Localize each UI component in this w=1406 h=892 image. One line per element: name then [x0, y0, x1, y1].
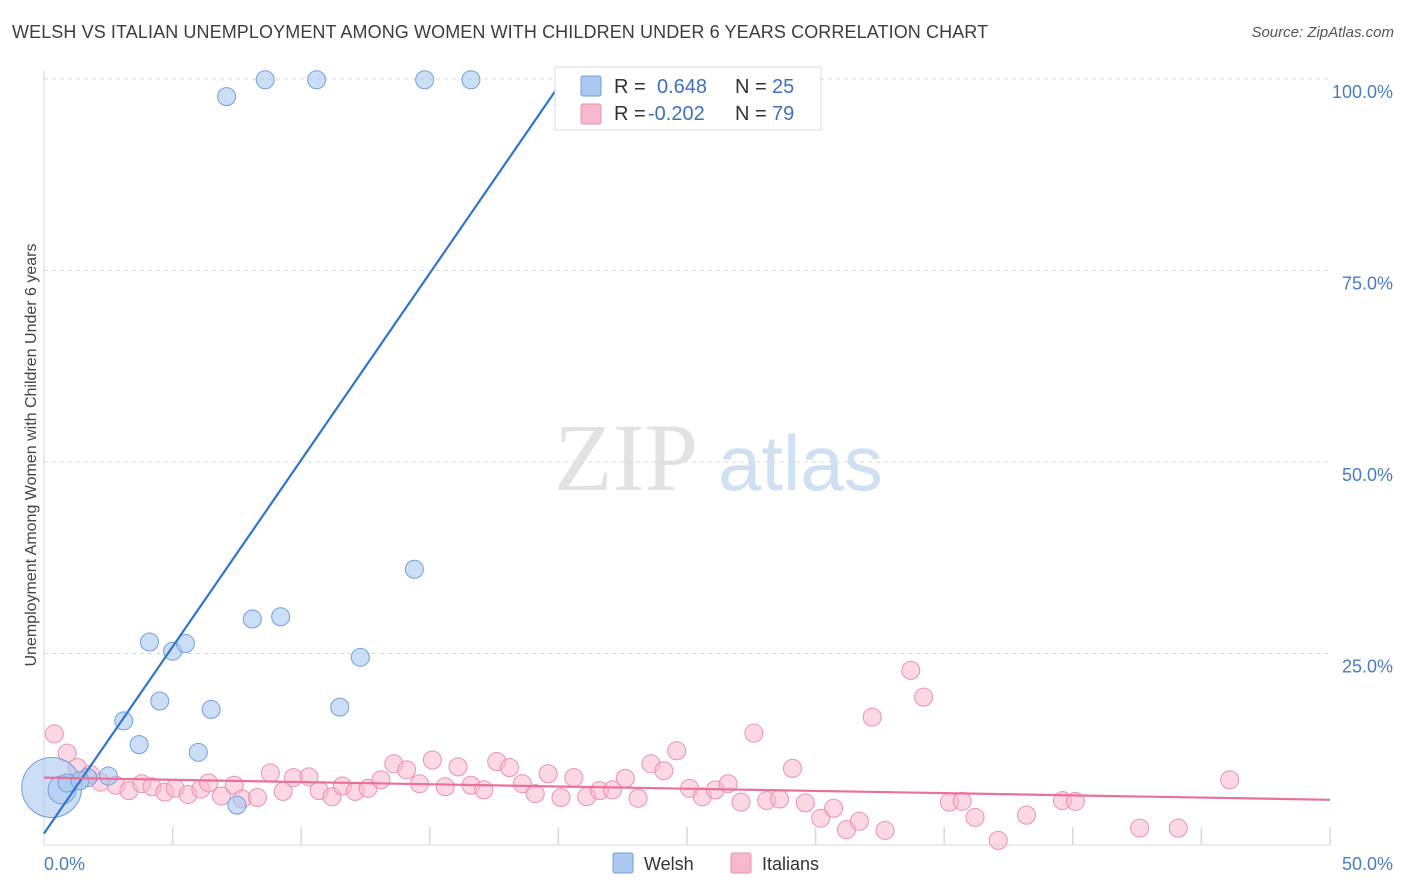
italians-point-17	[247, 788, 267, 808]
italians-point-45	[602, 780, 622, 800]
italians-point-14	[211, 786, 231, 806]
italians-point-0	[44, 724, 64, 744]
legend-welsh-swatch	[612, 852, 634, 874]
welsh-trend-line	[43, 78, 565, 835]
italians-point-75	[1065, 791, 1085, 811]
italians-r-value: -0.202	[648, 103, 705, 125]
welsh-swatch	[580, 75, 602, 97]
welsh-point-10	[188, 742, 208, 762]
italians-point-68	[914, 687, 934, 707]
italians-point-72	[988, 830, 1008, 850]
italians-point-35	[474, 780, 494, 800]
welsh-point-22	[461, 70, 481, 90]
italians-point-29	[397, 760, 417, 780]
italians-point-77	[1168, 818, 1188, 838]
italians-point-64	[849, 811, 869, 831]
welsh-n-label: N =	[735, 76, 767, 98]
welsh-series	[21, 70, 481, 819]
series-legend: Welsh Italians	[612, 852, 819, 874]
italians-point-37	[500, 758, 520, 778]
italians-point-54	[718, 774, 738, 794]
welsh-point-12	[217, 87, 237, 107]
italians-point-18	[260, 763, 280, 783]
italians-point-60	[795, 793, 815, 813]
italians-point-50	[667, 741, 687, 761]
welsh-point-15	[255, 70, 275, 90]
watermark: ZIP atlas	[554, 404, 883, 511]
welsh-point-3	[98, 766, 118, 786]
trend-layer	[43, 78, 1331, 835]
italians-point-42	[564, 768, 584, 788]
welsh-point-16	[271, 607, 291, 627]
italians-point-55	[731, 792, 751, 812]
italians-point-33	[448, 757, 468, 777]
welsh-r-label: R =	[614, 76, 646, 98]
legend-italians-swatch	[730, 852, 752, 874]
italians-point-66	[875, 820, 895, 840]
welsh-point-18	[330, 697, 350, 717]
welsh-point-17	[307, 70, 327, 90]
welsh-point-9	[175, 634, 195, 654]
italians-point-59	[782, 758, 802, 778]
welsh-point-21	[415, 70, 435, 90]
italians-n-value: 79	[772, 103, 794, 125]
italians-point-32	[435, 777, 455, 797]
italians-point-41	[551, 788, 571, 808]
axis-layer: 100.0% 75.0% 50.0% 25.0% 0.0% 50.0%	[43, 70, 1393, 874]
watermark-zip: ZIP	[554, 404, 698, 511]
italians-point-65	[862, 707, 882, 727]
italians-point-39	[525, 784, 545, 804]
welsh-point-5	[129, 735, 149, 755]
welsh-point-11	[201, 699, 221, 719]
chart-title: WELSH VS ITALIAN UNEMPLOYMENT AMONG WOME…	[12, 22, 989, 42]
italians-n-label: N =	[735, 103, 767, 125]
italians-point-62	[824, 798, 844, 818]
italians-point-47	[628, 788, 648, 808]
italians-point-70	[952, 791, 972, 811]
welsh-point-19	[350, 647, 370, 667]
italians-trend-line	[43, 776, 1331, 801]
x-tick-label-1: 50.0%	[1342, 854, 1393, 874]
italians-point-71	[965, 807, 985, 827]
x-tick-label-0: 0.0%	[44, 854, 85, 874]
y-axis-label: Unemployment Among Women with Children U…	[23, 243, 40, 666]
italians-swatch	[580, 103, 602, 125]
watermark-atlas: atlas	[718, 419, 883, 507]
y-tick-label-0: 100.0%	[1332, 82, 1393, 102]
welsh-n-value: 25	[772, 76, 794, 98]
y-tick-label-1: 75.0%	[1342, 274, 1393, 294]
italians-point-78	[1220, 770, 1240, 790]
italians-point-49	[654, 761, 674, 781]
welsh-point-6	[139, 632, 159, 652]
italians-point-27	[371, 770, 391, 790]
welsh-point-20	[404, 559, 424, 579]
italians-point-58	[770, 789, 790, 809]
grid-layer	[44, 78, 1330, 654]
welsh-r-value: 0.648	[657, 76, 707, 98]
legend-welsh-label: Welsh	[644, 854, 694, 874]
italians-point-76	[1130, 818, 1150, 838]
italians-point-13	[199, 773, 219, 793]
italians-r-label: R =	[614, 103, 646, 125]
italians-point-31	[422, 750, 442, 770]
italians-point-61	[811, 808, 831, 828]
italians-point-38	[512, 774, 532, 794]
italians-point-46	[615, 768, 635, 788]
italians-point-40	[538, 764, 558, 784]
italians-point-73	[1017, 805, 1037, 825]
y-tick-label-2: 50.0%	[1342, 465, 1393, 485]
welsh-point-13	[227, 795, 247, 815]
welsh-point-7	[150, 691, 170, 711]
stats-legend: R = 0.648 N = 25 R = -0.202 N = 79	[554, 66, 822, 131]
y-tick-label-3: 25.0%	[1342, 657, 1393, 677]
italians-point-67	[901, 660, 921, 680]
legend-italians-label: Italians	[762, 854, 819, 874]
chart-source: Source: ZipAtlas.com	[1251, 24, 1394, 41]
welsh-point-14	[242, 609, 262, 629]
italians-series	[44, 660, 1240, 850]
italians-point-56	[744, 723, 764, 743]
